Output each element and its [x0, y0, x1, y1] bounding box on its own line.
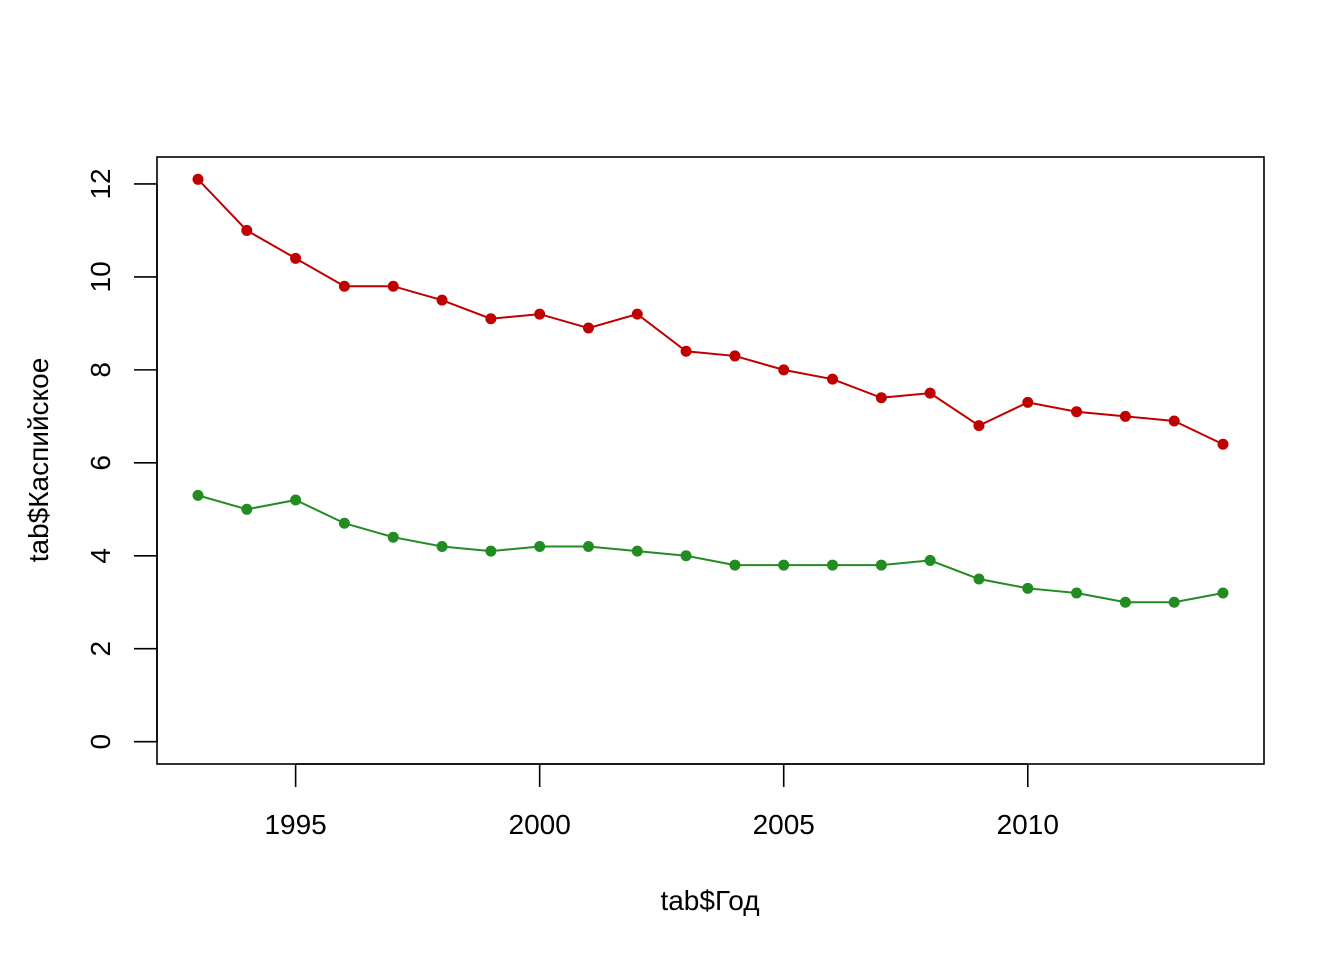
data-point [387, 280, 399, 292]
data-point [290, 494, 302, 506]
data-point [1022, 582, 1034, 594]
y-axis-label: tab$Каспийское [23, 358, 54, 563]
data-point [1119, 410, 1131, 422]
data-point [778, 364, 790, 376]
y-tick-label: 12 [85, 168, 116, 199]
series-1 [192, 173, 1229, 450]
data-point [192, 173, 204, 185]
y-tick-label: 0 [85, 734, 116, 750]
data-point [1217, 438, 1229, 450]
data-point [924, 387, 936, 399]
data-point [729, 559, 741, 571]
y-tick-label: 8 [85, 362, 116, 378]
data-point [631, 545, 643, 557]
x-tick-label: 2005 [753, 809, 815, 840]
data-point [973, 420, 985, 432]
data-point [582, 322, 594, 334]
y-tick-label: 10 [85, 261, 116, 292]
x-tick-label: 2000 [509, 809, 571, 840]
data-point [485, 545, 497, 557]
data-point [875, 559, 887, 571]
data-point [534, 308, 546, 320]
data-point [680, 550, 692, 562]
data-point [1022, 396, 1034, 408]
data-point [680, 345, 692, 357]
data-point [485, 313, 497, 325]
data-point [338, 280, 350, 292]
data-point [875, 392, 887, 404]
data-point [192, 489, 204, 501]
x-tick-label: 2010 [997, 809, 1059, 840]
plot-frame [156, 156, 1265, 765]
data-point [1071, 406, 1083, 418]
y-tick-label: 4 [85, 548, 116, 564]
series-line [197, 494, 1224, 604]
data-point [827, 559, 839, 571]
y-axis: 0 2 4 6 8 10 12 [85, 168, 158, 750]
data-point [924, 554, 936, 566]
series-line [197, 178, 1224, 446]
data-point [1119, 596, 1131, 608]
x-axis-label: tab$Год [660, 885, 759, 916]
data-point [338, 517, 350, 529]
data-point [241, 224, 253, 236]
x-tick-label: 1995 [264, 809, 326, 840]
data-point [534, 540, 546, 552]
data-point [582, 540, 594, 552]
data-point [778, 559, 790, 571]
data-point [1168, 415, 1180, 427]
series-2 [192, 489, 1229, 608]
data-point [1071, 587, 1083, 599]
data-point [387, 531, 399, 543]
data-point [631, 308, 643, 320]
data-point [729, 350, 741, 362]
data-point [827, 373, 839, 385]
data-point [241, 503, 253, 515]
y-tick-label: 6 [85, 455, 116, 471]
data-point [436, 294, 448, 306]
x-axis: 1995 2000 2005 2010 [264, 763, 1059, 840]
data-point [1168, 596, 1180, 608]
y-tick-label: 2 [85, 641, 116, 657]
series-layer [192, 173, 1229, 608]
data-point [436, 540, 448, 552]
data-point [973, 573, 985, 585]
data-point [1217, 587, 1229, 599]
data-point [290, 252, 302, 264]
